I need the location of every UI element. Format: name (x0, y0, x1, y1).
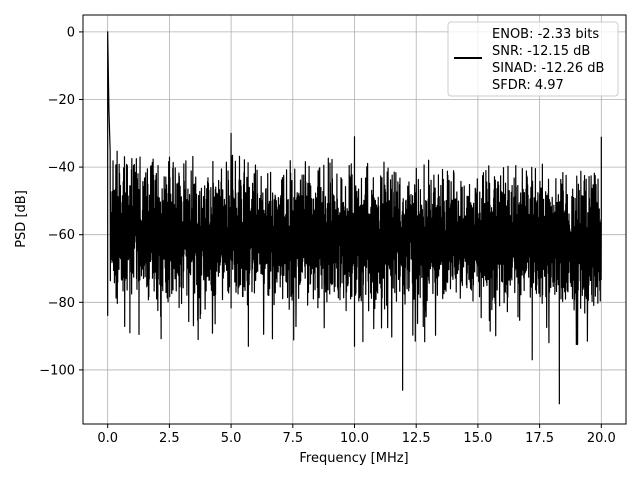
x-tick-label: 20.0 (587, 431, 616, 446)
x-tick-label: 2.5 (159, 431, 180, 446)
x-tick-label: 17.5 (525, 431, 554, 446)
axis-ticks: 0.0 2.5 5.0 7.5 10.0 12.5 15.0 17.5 20.0 0 −20 −40 −… (39, 25, 616, 446)
y-tick-label: −60 (48, 228, 75, 243)
y-axis-label: PSD [dB] (14, 190, 29, 248)
legend-box (447, 21, 619, 97)
y-tick-label: −20 (48, 93, 75, 108)
x-tick-label: 10.0 (340, 431, 369, 446)
legend-enob: ENOB: -2.33 bits (492, 27, 599, 42)
psd-line (107, 31, 602, 405)
y-tick-label: −80 (48, 296, 75, 311)
legend-sinad: SINAD: -12.26 dB (492, 61, 604, 76)
psd-series (107, 31, 602, 405)
x-tick-label: 15.0 (463, 431, 492, 446)
y-tick-label: −40 (48, 161, 75, 176)
x-axis-label: Frequency [MHz] (299, 451, 408, 466)
y-tick-label: −100 (39, 363, 75, 378)
legend-snr: SNR: -12.15 dB (492, 44, 590, 59)
legend-sfdr: SFDR: 4.97 (492, 78, 564, 93)
legend: ENOB: -2.33 bits SNR: -12.15 dB SINAD: -… (447, 21, 619, 97)
y-tick-label: 0 (67, 25, 75, 40)
x-tick-label: 12.5 (402, 431, 431, 446)
x-tick-label: 5.0 (221, 431, 242, 446)
x-tick-label: 0.0 (97, 431, 118, 446)
x-tick-label: 7.5 (282, 431, 303, 446)
